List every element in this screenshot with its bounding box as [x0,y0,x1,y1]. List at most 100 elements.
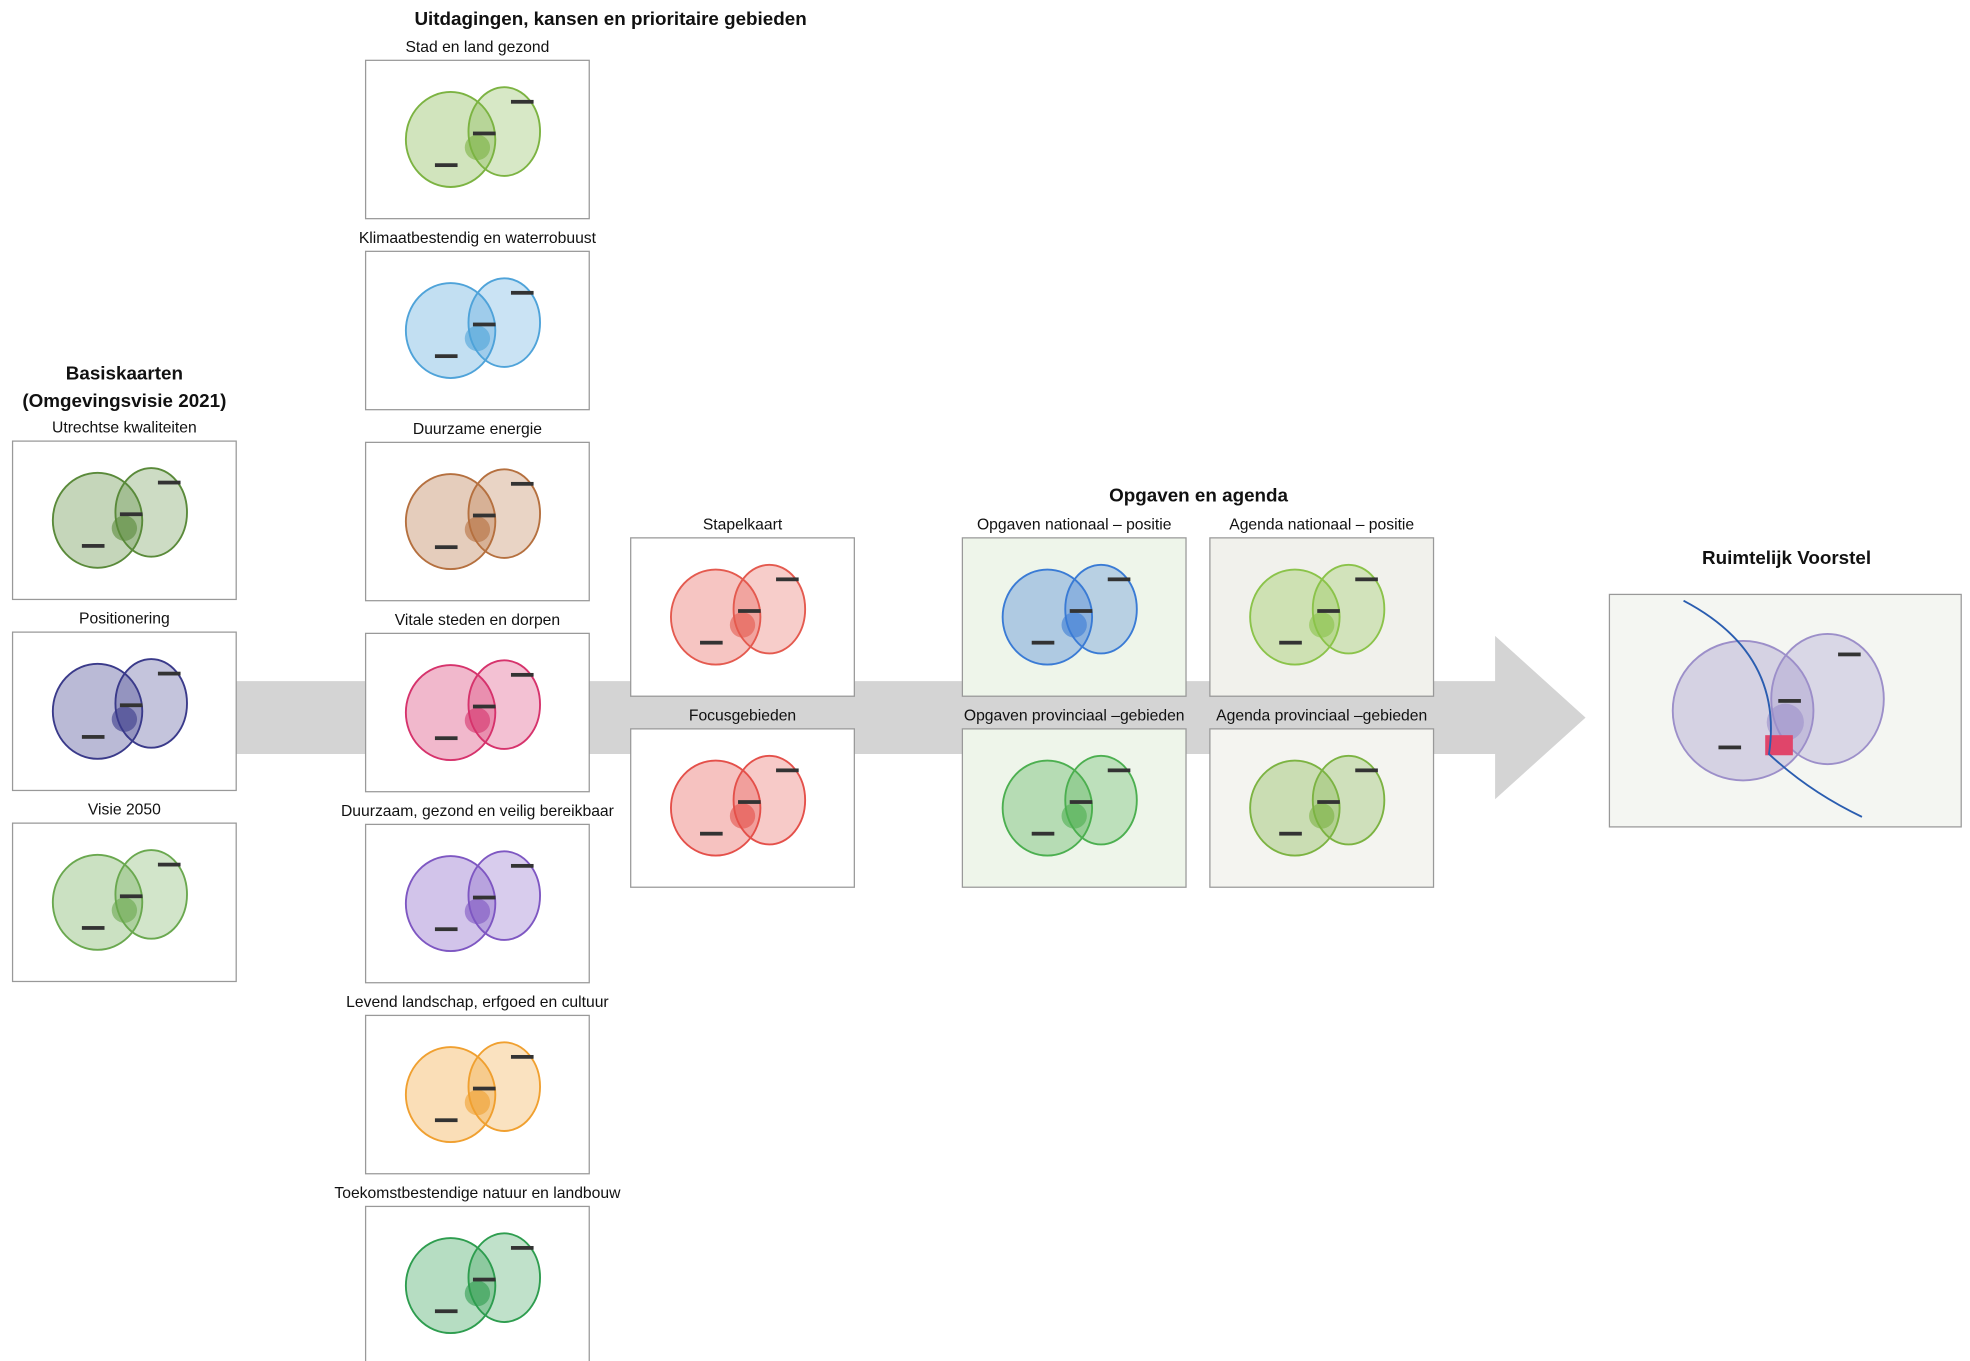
map-marker [434,163,458,168]
map-focus [464,1089,491,1116]
map-thumbnails: Utrechtse kwaliteiten Positionering Visie … [11,39,1962,1361]
map-region [51,662,144,760]
map-label: Duurzame energie [413,421,542,438]
map-region [404,1046,497,1144]
map-marker [434,1309,458,1314]
map-focus [1309,612,1335,638]
map-thumbnail [364,1014,590,1175]
group-subtitle: (Omgevingsvisie 2021) [22,390,226,411]
map-marker [510,1054,534,1059]
map-marker [472,131,496,136]
map-marker [472,513,496,518]
map-marker [1107,768,1131,773]
map-focus [111,515,138,541]
map-marker [472,322,496,327]
map-region [1001,759,1094,857]
map-marker [510,290,534,295]
map-label: Klimaatbestendig en waterrobuust [359,230,597,247]
map-marker [472,1086,496,1091]
map-label: Opgaven provinciaal –gebieden [964,707,1185,724]
map-marker [81,926,105,930]
map-marker [119,894,143,899]
map-marker [1718,745,1742,750]
map-marker [1355,768,1378,773]
map-focus [111,706,138,732]
map-region [404,855,497,953]
map-marker [1031,831,1055,836]
map-marker [434,927,458,932]
map-marker [1317,800,1340,804]
map-region [51,471,144,569]
map-label: Focusgebieden [689,707,796,724]
map-marker [1778,699,1801,703]
map-region [1001,568,1094,666]
map-label: Opgaven nationaal – positie [977,516,1172,533]
map-marker [700,831,723,836]
map-marker [434,1118,458,1123]
map-marker [434,354,458,359]
map-region [404,473,497,570]
map-marker [510,481,534,486]
map-label: Duurzaam, gezond en veilig bereikbaar [341,803,614,820]
map-focus [1309,803,1335,829]
map-label: Agenda provinciaal –gebieden [1216,707,1427,724]
map-label: Agenda nationaal – positie [1229,516,1414,533]
map-marker [1838,652,1861,657]
map-marker [81,544,105,548]
map-region [1249,568,1341,666]
map-label: Utrechtse kwaliteiten [52,420,197,437]
map-marker [1069,800,1093,804]
map-focus [464,898,491,925]
map-marker [700,640,723,645]
map-label: Positionering [79,611,170,628]
map-label: Stad en land gezond [405,39,549,56]
map-region [51,853,144,951]
flow-arrow [236,635,1586,800]
map-marker [472,895,496,900]
group-title: Uitdagingen, kansen en prioritaire gebie… [414,8,806,29]
map-focus [464,707,491,734]
map-focus [464,1280,491,1307]
group-title: Opgaven en agenda [1109,484,1288,505]
map-marker [157,671,181,676]
map-focus [464,325,491,352]
map-marker [1355,577,1378,582]
map-region [1249,759,1341,857]
map-marker [1317,609,1340,613]
map-marker [776,577,799,582]
map-marker [119,703,143,708]
map-focus [111,897,138,923]
map-label: Vitale steden en dorpen [395,612,560,629]
map-label: Levend landschap, erfgoed en cultuur [346,994,608,1011]
map-marker [81,735,105,739]
map-marker [776,768,799,773]
map-region [404,664,497,761]
map-marker [1069,609,1093,613]
map-marker [510,99,534,104]
map-focus [729,612,756,638]
map-focus [729,803,756,829]
map-region [404,1237,497,1335]
map-region [404,282,497,379]
map-focus [1061,803,1087,829]
map-marker [1279,831,1302,836]
map-region [670,568,762,666]
map-focus [464,516,491,543]
map-label: Stapelkaart [703,516,783,533]
map-marker [472,1277,496,1282]
map-marker [157,862,181,867]
map-region [404,91,497,188]
map-marker [738,800,761,804]
map-focus [1765,735,1793,756]
map-region [670,759,762,857]
map-focus [1766,703,1804,741]
map-marker [510,1246,534,1250]
map-marker [157,480,181,485]
map-focus [464,134,491,161]
map-label: Toekomstbestendige natuur en landbouw [334,1185,621,1202]
map-label: Visie 2050 [88,802,161,819]
map-marker [1107,577,1131,582]
map-marker [1279,640,1302,645]
group-title: Basiskaarten [66,362,183,383]
